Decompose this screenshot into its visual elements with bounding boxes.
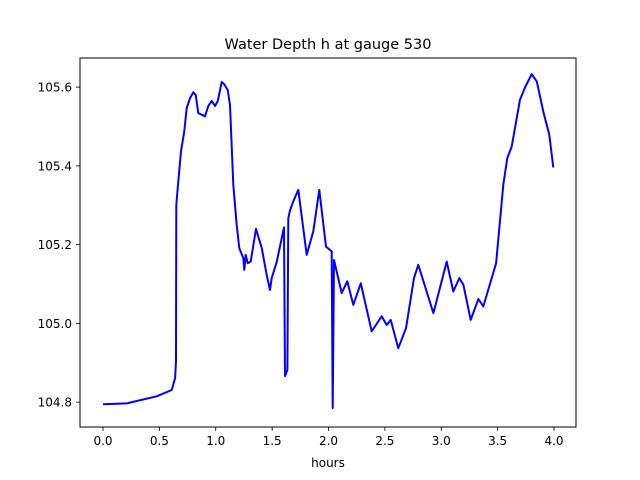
y-tick-label: 105.4 — [38, 159, 72, 173]
chart-title: Water Depth h at gauge 530 — [225, 37, 432, 53]
x-tick-label: 4.0 — [544, 434, 563, 448]
x-tick-label: 3.5 — [488, 434, 507, 448]
x-tick-label: 0.0 — [93, 434, 112, 448]
x-tick-label: 0.5 — [150, 434, 169, 448]
x-tick-label: 3.0 — [432, 434, 451, 448]
axes-frame — [79, 57, 577, 428]
y-tick-label: 104.8 — [38, 396, 72, 410]
y-tick-label: 105.0 — [38, 317, 72, 331]
x-tick-label: 2.0 — [319, 434, 338, 448]
x-tick-label: 1.0 — [206, 434, 225, 448]
plot-area: 0.0 0.5 1.0 1.5 2.0 2.5 3.0 3.5 4.0 104.8 105.0 105… — [38, 57, 577, 448]
x-tick-label: 1.5 — [263, 434, 282, 448]
y-tick-label: 105.6 — [38, 81, 72, 95]
series-line-h — [102, 73, 555, 410]
x-tick-label: 2.5 — [375, 434, 394, 448]
x-axis-label: hours — [311, 456, 345, 470]
y-tick-label: 105.2 — [38, 238, 72, 252]
